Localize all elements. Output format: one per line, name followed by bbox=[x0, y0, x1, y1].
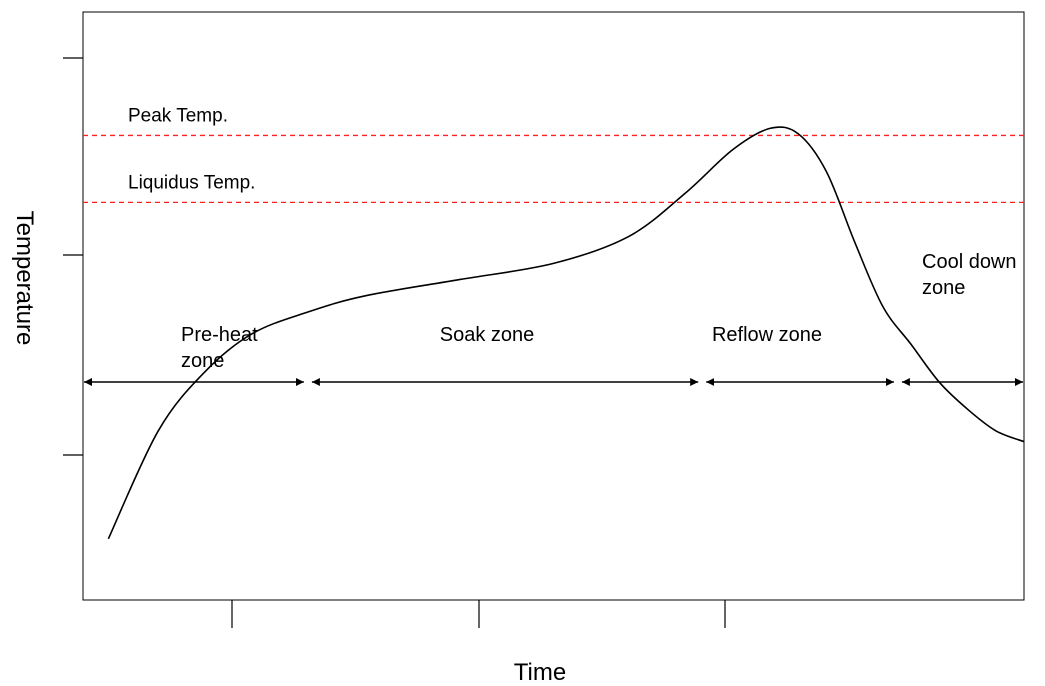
zone-label: Pre-heat bbox=[181, 324, 258, 346]
plot-frame bbox=[82, 11, 1025, 601]
reference-line-label: Liquidus Temp. bbox=[128, 172, 255, 193]
zone-label: Soak zone bbox=[440, 324, 535, 346]
zone-label-line2: zone bbox=[922, 277, 965, 299]
zone-label-line2: zone bbox=[181, 350, 224, 372]
y-axis-title: Temperature bbox=[11, 211, 38, 346]
zone-label: Cool down bbox=[922, 251, 1017, 273]
zone-label: Reflow zone bbox=[712, 324, 822, 346]
x-axis-title: Time bbox=[514, 659, 566, 686]
temperature-profile-curve bbox=[107, 126, 1025, 540]
reference-line-label: Peak Temp. bbox=[128, 105, 228, 126]
